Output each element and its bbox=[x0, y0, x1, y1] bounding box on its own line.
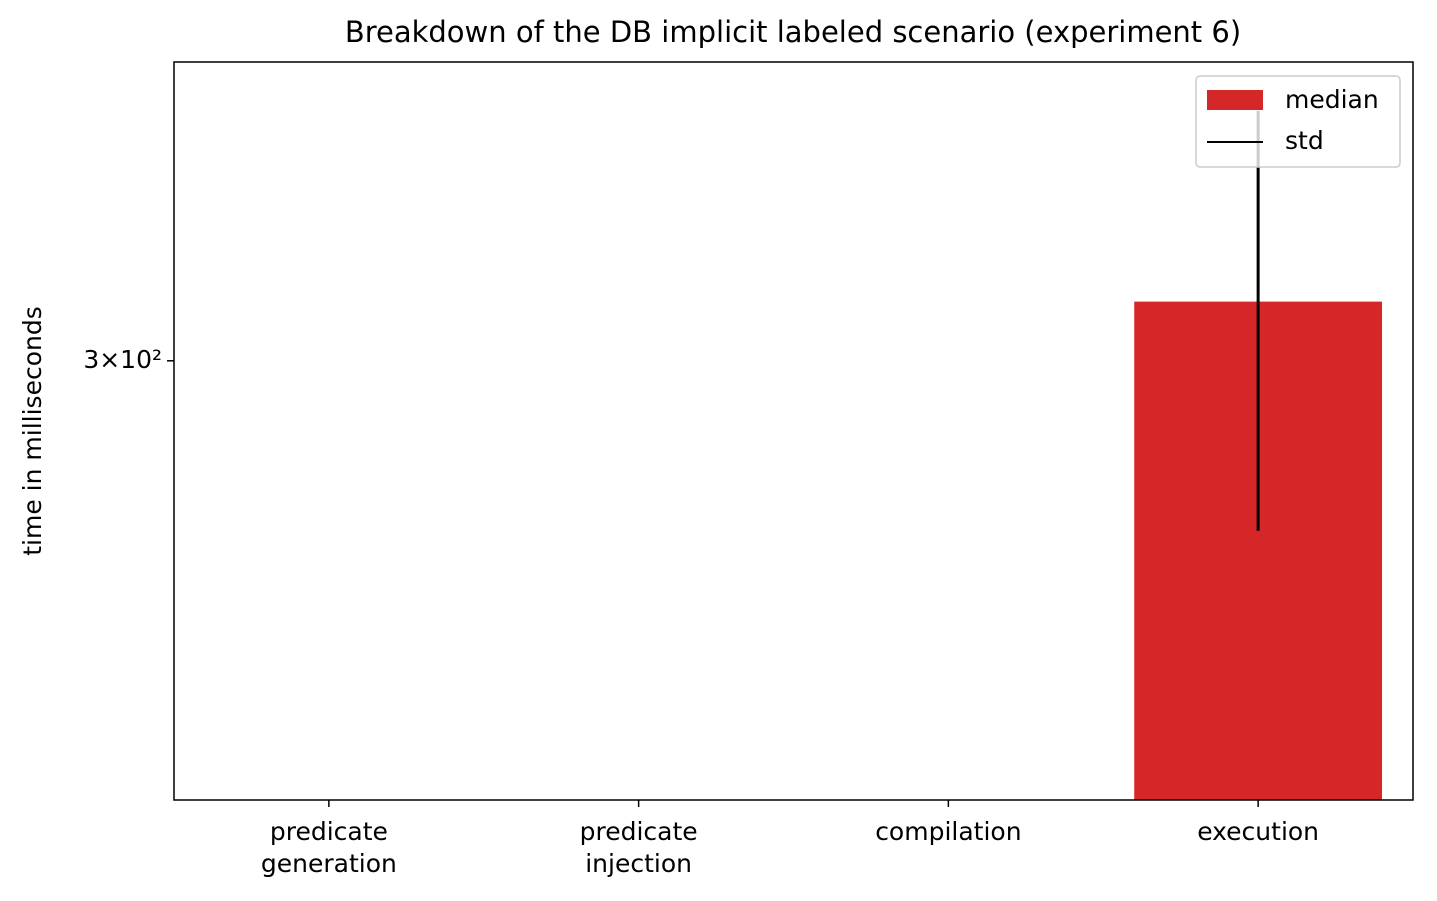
x-tick-label: compilation bbox=[875, 817, 1021, 846]
plot bbox=[1134, 110, 1383, 800]
chart-title: Breakdown of the DB implicit labeled sce… bbox=[345, 15, 1241, 49]
legend-swatch bbox=[1207, 90, 1263, 110]
legend-label: median bbox=[1285, 85, 1379, 114]
y-tick-label: 3×10² bbox=[83, 345, 162, 374]
x-tick-label: execution bbox=[1197, 817, 1319, 846]
y-axis-label: time in milliseconds bbox=[18, 306, 47, 556]
axes-frame bbox=[173, 61, 1414, 801]
x-tick-label: predicate generation bbox=[261, 817, 397, 878]
legend-label: std bbox=[1285, 126, 1324, 155]
x-tick-label: predicate injection bbox=[580, 817, 698, 878]
